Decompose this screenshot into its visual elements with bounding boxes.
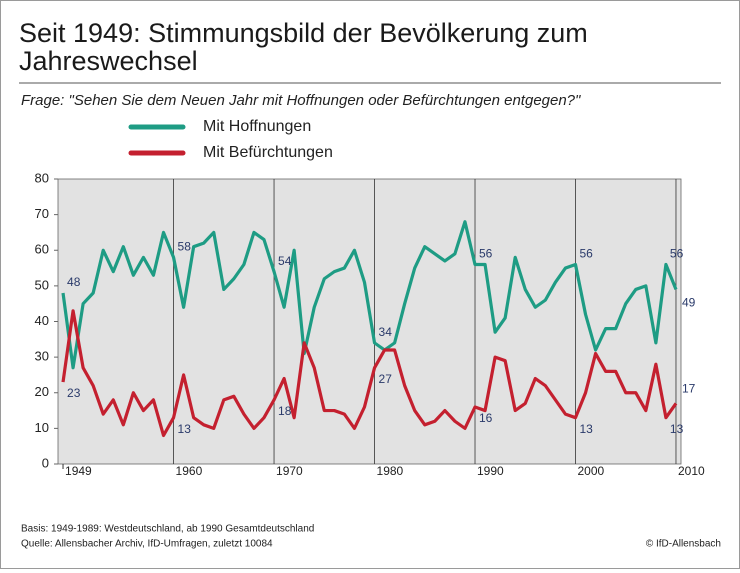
x-tick-label: 2010 bbox=[678, 464, 705, 478]
y-tick-label: 20 bbox=[35, 384, 49, 399]
data-label: 13 bbox=[178, 422, 192, 436]
x-tick-label: 1960 bbox=[176, 464, 203, 478]
y-tick-label: 10 bbox=[35, 420, 49, 435]
y-tick-label: 50 bbox=[35, 277, 49, 292]
x-tick-label: 2000 bbox=[577, 464, 604, 478]
data-label: 56 bbox=[479, 247, 493, 261]
chart-title: Seit 1949: Stimmungsbild der Bevölkerung… bbox=[19, 18, 588, 76]
series-line bbox=[61, 309, 678, 438]
data-label: 48 bbox=[67, 275, 81, 289]
data-label: 23 bbox=[67, 386, 81, 400]
data-label: 49 bbox=[682, 296, 696, 310]
legend-label: Mit Befürchtungen bbox=[203, 144, 333, 161]
data-label: 18 bbox=[278, 404, 292, 418]
x-tick-label: 1970 bbox=[276, 464, 303, 478]
data-label: 27 bbox=[379, 372, 393, 386]
x-tick-label: 1980 bbox=[377, 464, 404, 478]
data-label: 58 bbox=[178, 240, 192, 254]
y-tick-label: 0 bbox=[42, 455, 49, 470]
data-label: 16 bbox=[479, 411, 493, 425]
data-label: 56 bbox=[579, 247, 593, 261]
y-tick-label: 40 bbox=[35, 313, 49, 328]
footnote: Basis: 1949-1989: Westdeutschland, ab 19… bbox=[21, 524, 314, 535]
x-tick-label: 1990 bbox=[477, 464, 504, 478]
legend-label: Mit Hoffnungen bbox=[203, 118, 311, 135]
credit: © IfD-Allensbach bbox=[646, 539, 721, 550]
y-tick-label: 70 bbox=[35, 206, 49, 221]
y-tick-label: 80 bbox=[35, 170, 49, 185]
data-label: 17 bbox=[682, 382, 696, 396]
data-label: 56 bbox=[670, 247, 684, 261]
x-tick-label: 1949 bbox=[65, 464, 92, 478]
data-label: 13 bbox=[670, 422, 684, 436]
subtitle: Frage: "Sehen Sie dem Neuen Jahr mit Hof… bbox=[21, 92, 581, 109]
data-label: 34 bbox=[379, 325, 393, 339]
data-label: 13 bbox=[579, 422, 593, 436]
y-tick-label: 60 bbox=[35, 242, 49, 257]
footnote: Quelle: Allensbacher Archiv, IfD-Umfrage… bbox=[21, 539, 273, 550]
data-label: 54 bbox=[278, 254, 292, 268]
series-line bbox=[61, 220, 678, 370]
y-tick-label: 30 bbox=[35, 349, 49, 364]
